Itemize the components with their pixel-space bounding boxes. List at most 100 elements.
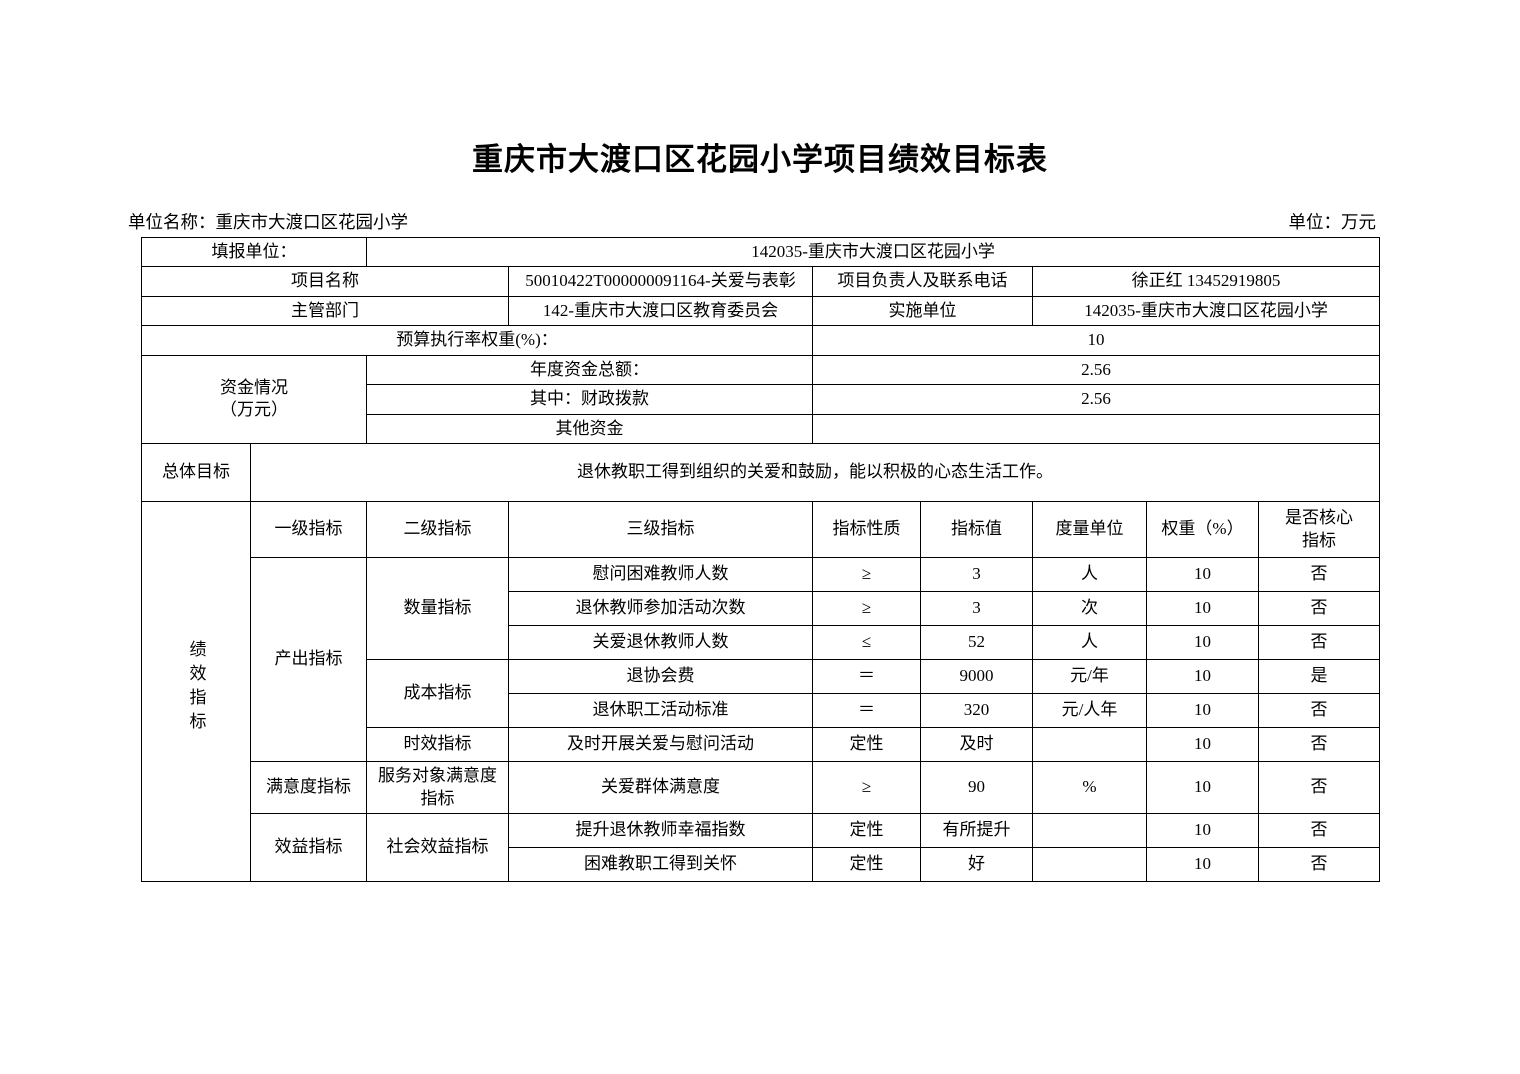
overall-goal-label: 总体目标: [141, 443, 251, 503]
indicator-nature: 定性: [812, 812, 921, 848]
indicator-core: 否: [1257, 761, 1381, 814]
other-funds-value: [811, 413, 1381, 445]
column-header-unit: 度量单位: [1032, 501, 1147, 559]
indicator-value: 好: [920, 846, 1033, 882]
annual-total-value: 2.56: [811, 354, 1381, 386]
level3-name: 退休教师参加活动次数: [508, 591, 813, 627]
table-row-supervising-dept: 主管部门 142-重庆市大渡口区教育委员会 实施单位 142035-重庆市大渡口…: [141, 295, 1381, 327]
table-row-overall-goal: 总体目标 退休教职工得到组织的关爱和鼓励，能以积极的心态生活工作。: [141, 443, 1381, 503]
table-row: 满意度指标 服务对象满意度指标 关爱群体满意度 ≥ 90 % 10 否: [142, 761, 1381, 814]
indicator-unit: [1032, 812, 1147, 848]
level2-service-satisfaction: 服务对象满意度指标: [366, 761, 509, 814]
table-row-budget-exec-weight: 预算执行率权重(%)： 10: [141, 325, 1381, 356]
table-row: 困难教职工得到关怀 定性 好 10 否: [142, 846, 1381, 882]
indicator-nature: ＝: [812, 659, 921, 695]
core-header-line1: 是否核心: [1285, 508, 1354, 528]
level3-name: 关爱群体满意度: [508, 761, 813, 814]
level3-name: 退休职工活动标准: [508, 693, 813, 729]
level1-output: 产出指标: [250, 557, 367, 763]
indicator-core: 否: [1257, 846, 1381, 882]
indicator-weight: 10: [1146, 557, 1259, 593]
indicator-core: 否: [1257, 812, 1381, 848]
indicator-value: 52: [920, 625, 1033, 661]
project-owner-label: 项目负责人及联系电话: [812, 266, 1033, 297]
column-header-core: 是否核心 指标: [1257, 501, 1381, 559]
other-funds-label: 其他资金: [366, 413, 813, 445]
indicator-unit: 次: [1032, 591, 1147, 627]
indicator-core: 否: [1257, 557, 1381, 593]
level2-cost: 成本指标: [366, 659, 509, 729]
funding-label-line1: 资金情况: [220, 377, 288, 397]
indicator-value: 90: [920, 761, 1033, 814]
funding-label-line2: （万元）: [220, 400, 288, 420]
indicator-unit: 人: [1032, 557, 1147, 593]
indicator-unit: [1032, 727, 1147, 763]
indicator-core: 否: [1257, 727, 1381, 763]
meta-row: 单位名称：重庆市大渡口区花园小学 单位：万元: [128, 209, 1376, 233]
budget-exec-weight-value: 10: [811, 325, 1381, 356]
table-row-project-name: 项目名称 50010422T000000091164-关爱与表彰 项目负责人及联…: [141, 266, 1381, 297]
project-owner-value: 徐正红 13452919805: [1031, 266, 1381, 297]
level1-satisfaction: 满意度指标: [250, 761, 367, 814]
core-header-line2: 指标: [1302, 530, 1337, 550]
amount-unit-label: 单位：万元: [1288, 212, 1377, 232]
level3-name: 困难教职工得到关怀: [508, 846, 813, 882]
indicator-nature: ≥: [812, 761, 921, 814]
level2-timeliness: 时效指标: [366, 727, 509, 763]
project-name-label: 项目名称: [141, 266, 509, 297]
indicator-core: 否: [1257, 625, 1381, 661]
page-title: 重庆市大渡口区花园小学项目绩效目标表: [472, 142, 1048, 177]
indicator-nature: ≥: [812, 591, 921, 627]
performance-target-table: 填报单位： 142035-重庆市大渡口区花园小学 项目名称 50010422T0…: [141, 236, 1381, 882]
indicator-value: 9000: [920, 659, 1033, 695]
indicator-weight: 10: [1146, 727, 1259, 763]
unit-name-label: 单位名称：重庆市大渡口区花园小学: [128, 212, 408, 232]
table-row: 时效指标 及时开展关爱与慰问活动 定性 及时 10 否: [142, 727, 1381, 763]
annual-total-label: 年度资金总额：: [366, 354, 813, 386]
indicator-weight: 10: [1146, 761, 1259, 814]
indicator-value: 3: [920, 557, 1033, 593]
indicator-value: 有所提升: [920, 812, 1033, 848]
indicator-unit: %: [1032, 761, 1147, 814]
level2-quantity: 数量指标: [366, 557, 509, 661]
table-row-reporting-unit: 填报单位： 142035-重庆市大渡口区花园小学: [141, 236, 1381, 268]
supervising-dept-value: 142-重庆市大渡口区教育委员会: [508, 295, 813, 327]
indicator-value: 320: [920, 693, 1033, 729]
indicator-core: 否: [1257, 693, 1381, 729]
column-header-value: 指标值: [920, 501, 1033, 559]
indicator-nature: 定性: [812, 727, 921, 763]
indicator-unit: 元/人年: [1032, 693, 1147, 729]
indicator-unit: 元/年: [1032, 659, 1147, 695]
reporting-unit-label: 填报单位：: [141, 236, 367, 268]
level3-name: 提升退休教师幸福指数: [508, 812, 813, 848]
column-header-weight: 权重（%）: [1146, 501, 1259, 559]
reporting-unit-value: 142035-重庆市大渡口区花园小学: [365, 236, 1381, 268]
column-header-nature: 指标性质: [812, 501, 921, 559]
indicator-core: 是: [1257, 659, 1381, 695]
column-header-level3: 三级指标: [508, 501, 813, 559]
implementing-unit-value: 142035-重庆市大渡口区花园小学: [1031, 295, 1381, 327]
table-row-fiscal-appropriation: 其中：财政拨款 2.56: [142, 384, 1381, 415]
indicator-weight: 10: [1146, 659, 1259, 695]
indicator-header-row: 绩效指标 一级指标 二级指标 三级指标 指标性质 指标值 度量单位 权重（%） …: [141, 501, 1381, 882]
fiscal-appropriation-value: 2.56: [811, 384, 1381, 415]
level3-name: 退协会费: [508, 659, 813, 695]
level3-name: 关爱退休教师人数: [508, 625, 813, 661]
indicator-nature: 定性: [812, 846, 921, 882]
overall-goal-value: 退休教职工得到组织的关爱和鼓励，能以积极的心态生活工作。: [249, 443, 1381, 503]
level3-name: 慰问困难教师人数: [508, 557, 813, 593]
performance-indicator-side-label: 绩效指标: [141, 501, 251, 882]
table-row: 产出指标 数量指标 慰问困难教师人数 ≥ 3 人 10 否: [142, 557, 1381, 763]
table-row: 效益指标 社会效益指标 提升退休教师幸福指数 定性 有所提升 10 否: [142, 812, 1381, 882]
implementing-unit-label: 实施单位: [812, 295, 1033, 327]
indicator-nature: ≤: [812, 625, 921, 661]
budget-exec-weight-label: 预算执行率权重(%)：: [141, 325, 813, 356]
indicator-weight: 10: [1146, 846, 1259, 882]
fiscal-appropriation-label: 其中：财政拨款: [366, 384, 813, 415]
indicator-unit: 人: [1032, 625, 1147, 661]
funding-label: 资金情况 （万元）: [141, 354, 367, 445]
level1-benefit: 效益指标: [250, 812, 367, 882]
table-row-other-funds: 其他资金: [142, 413, 1381, 445]
indicator-core: 否: [1257, 591, 1381, 627]
supervising-dept-label: 主管部门: [141, 295, 509, 327]
